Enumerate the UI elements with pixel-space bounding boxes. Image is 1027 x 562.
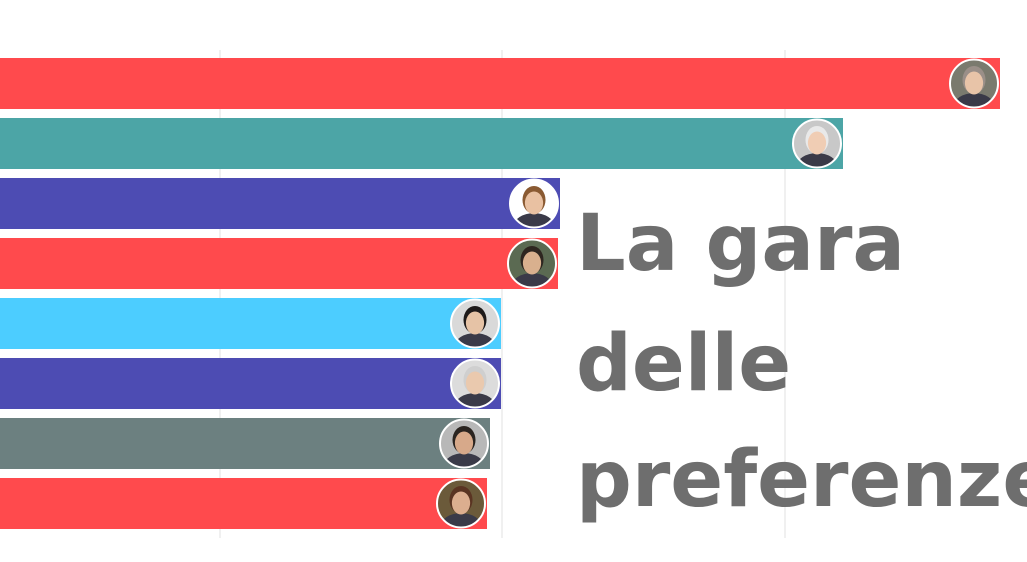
person-avatar-6-icon [450,358,500,409]
person-avatar-5-icon [450,298,500,349]
person-avatar-7-icon [439,418,489,469]
bar-7 [0,418,490,469]
bar-4 [0,238,558,289]
chart-title-line-2: delle [576,319,792,409]
bar-8 [0,478,487,529]
chart-title-line-3: preferenze [576,435,1027,525]
chart-bars [0,58,1000,529]
person-avatar-3-icon [509,178,559,229]
bar-3 [0,178,560,229]
person-avatar-1-icon [949,58,999,109]
chart-title-line-1: La gara [576,199,906,289]
person-avatar-8-icon [436,478,486,529]
chart-avatars [436,58,999,529]
bar-6 [0,358,501,409]
person-avatar-2-icon [792,118,842,169]
bar-5 [0,298,501,349]
bar-1 [0,58,1000,109]
person-avatar-4-icon [507,238,557,289]
bar-2 [0,118,843,169]
